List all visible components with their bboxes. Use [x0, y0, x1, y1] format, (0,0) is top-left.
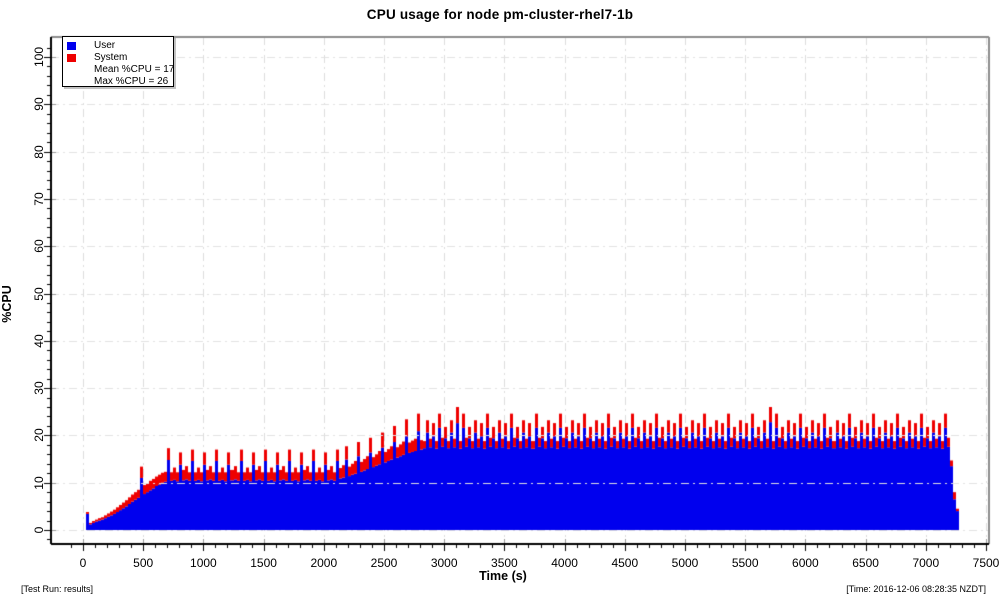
legend-row-mean: Mean %CPU = 17: [63, 64, 175, 76]
mean-cpu-stat: Mean %CPU = 17: [94, 64, 175, 75]
y-tick-label: 80: [32, 144, 46, 159]
system-series-swatch-icon: [67, 54, 76, 62]
y-tick-label: 20: [32, 428, 46, 443]
x-tick-label: 5500: [731, 556, 759, 570]
y-tick-label: 0: [32, 526, 46, 534]
y-tick-label: 60: [32, 239, 46, 253]
y-tick-label: 70: [32, 192, 46, 206]
x-tick-label: 5000: [671, 556, 699, 570]
x-tick-label: 3500: [491, 556, 518, 570]
legend: User System Mean %CPU = 17 Max %CPU = 26: [62, 36, 174, 87]
legend-row-max: Max %CPU = 26: [63, 76, 173, 88]
user-series-swatch-icon: [67, 42, 76, 50]
chart-title: CPU usage for node pm-cluster-rhel7-1b: [366, 7, 634, 22]
y-tick-label: 100: [32, 46, 46, 68]
y-tick-label: 30: [32, 381, 46, 395]
legend-row-user: User: [63, 40, 173, 52]
legend-row-system: System: [63, 52, 173, 64]
x-tick-label: 4000: [551, 556, 578, 570]
x-tick-label: 6500: [852, 556, 879, 570]
legend-label-system: System: [94, 52, 128, 63]
x-tick-label: 1500: [250, 556, 277, 570]
legend-label-user: User: [94, 40, 116, 51]
test-run-footer: [Test Run: results]: [21, 584, 94, 594]
x-tick-label: 4500: [611, 556, 639, 570]
y-tick-label: 50: [32, 286, 46, 301]
y-axis-title: %CPU: [0, 285, 14, 323]
timestamp-footer: [Time: 2016-12-06 08:28:35 NZDT]: [846, 584, 986, 594]
x-tick-label: 0: [79, 556, 87, 570]
x-axis-title: Time (s): [479, 569, 527, 583]
x-tick-label: 3000: [430, 556, 458, 570]
y-tick-label: 90: [32, 97, 46, 111]
x-tick-label: 2000: [310, 556, 338, 570]
x-tick-label: 7000: [912, 556, 940, 570]
x-tick-label: 7500: [972, 556, 1000, 570]
y-tick-label: 10: [32, 476, 46, 490]
x-tick-label: 6000: [792, 556, 819, 570]
x-tick-label: 500: [133, 556, 154, 570]
y-tick-label: 40: [32, 334, 46, 348]
x-tick-label: 1000: [190, 556, 217, 570]
max-cpu-stat: Max %CPU = 26: [94, 76, 169, 87]
x-tick-label: 2500: [370, 556, 398, 570]
